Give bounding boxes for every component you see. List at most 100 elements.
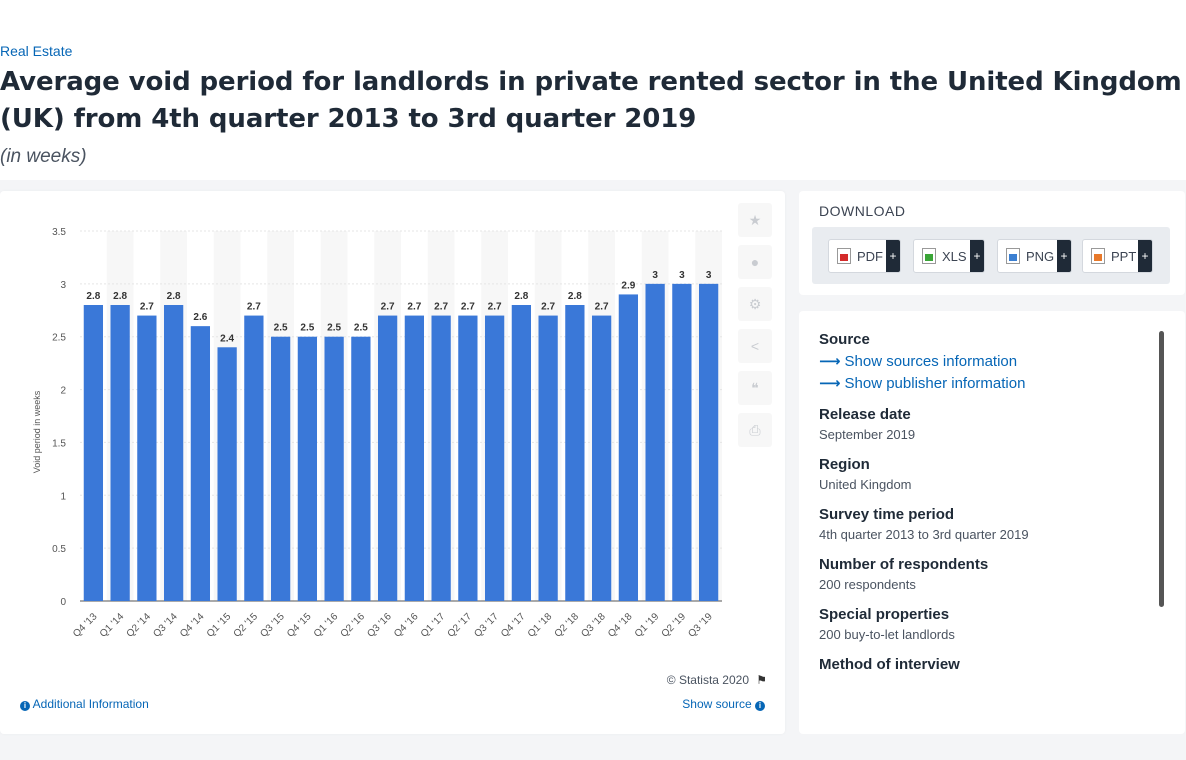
bar-value-label: 2.8 [167,291,181,302]
x-tick-label: Q2 '14 [125,611,154,640]
respondents-label: Number of respondents [819,556,989,573]
page-subtitle: (in weeks) [0,146,87,167]
show-publisher-link[interactable]: ⟶ Show publisher information [819,374,1149,392]
bar [297,336,318,601]
respondents-value: 200 respondents [819,577,916,592]
pdf-file-icon [837,248,851,264]
print-icon[interactable]: ⎙ [738,413,772,447]
ppt-file-icon [1091,248,1105,264]
bell-icon[interactable]: ● [738,245,772,279]
bar-value-label: 2.5 [274,323,288,334]
region-label: Region [819,456,870,473]
flag-icon[interactable]: ⚑ [756,673,767,687]
x-tick-label: Q2 '17 [446,611,475,640]
bar [484,315,505,601]
download-png-button[interactable]: PNG + [997,239,1072,273]
method-label: Method of interview [819,656,960,673]
info-scroll-area[interactable]: Source ⟶ Show sources information ⟶ Show p… [819,323,1149,673]
plus-icon: + [970,240,984,272]
x-tick-label: Q1 '16 [312,611,341,640]
x-tick-label: Q2 '15 [232,611,261,640]
plus-icon: + [1138,240,1152,272]
x-tick-label: Q1 '15 [205,611,234,640]
x-tick-label: Q3 '18 [579,611,608,640]
bar-value-label: 2.7 [140,302,154,313]
x-tick-label: Q1 '14 [98,611,127,640]
arrow-right-icon: ⟶ [819,375,841,392]
download-png-label: PNG [1026,248,1055,264]
bar-value-label: 2.7 [595,302,609,313]
x-tick-label: Q4 '14 [178,611,207,640]
bar-value-label: 2.8 [568,291,582,302]
x-tick-label: Q2 '19 [660,611,689,640]
bar [190,326,211,601]
x-tick-label: Q3 '16 [365,611,394,640]
bar [458,315,478,601]
x-tick-label: Q1 '19 [633,611,662,640]
x-tick-label: Q4 '17 [499,611,528,640]
bar-value-label: 2.8 [113,291,127,302]
breadcrumb-real-estate[interactable]: Real Estate [0,43,73,59]
region-value: United Kingdom [819,477,912,492]
plus-icon: + [886,240,900,272]
x-tick-label: Q4 '15 [285,611,314,640]
special-properties-label: Special properties [819,606,950,623]
bar [618,294,639,601]
bar [137,315,157,601]
x-tick-label: Q2 '16 [339,611,368,640]
bar-value-label: 3 [652,270,658,281]
show-source-link[interactable]: Show source i [682,697,765,711]
bar-value-label: 2.7 [541,302,555,313]
bar [404,315,425,601]
bar-value-label: 2.8 [514,291,528,302]
quote-icon[interactable]: ❝ [738,371,772,405]
release-date-value: September 2019 [819,427,916,442]
star-icon[interactable]: ★ [738,203,772,237]
share-icon[interactable]: < [738,329,772,363]
release-date-label: Release date [819,406,911,423]
y-tick-label: 1 [60,491,66,502]
bar [538,315,558,601]
bar [377,315,398,601]
chart-card: 0 0.5 1 1.5 2 2.5 3 3.5 2.8 Q4 '13 2.8 Q1 '14 2.7 Q2 … [0,191,785,734]
x-tick-label: Q4 '18 [606,611,635,640]
show-source-label: Show source [682,697,752,711]
bar [244,315,264,601]
download-ppt-button[interactable]: PPT + [1082,239,1153,273]
bar [110,305,130,601]
y-tick-label: 2.5 [52,333,66,344]
xls-file-icon [922,248,936,264]
bar-value-label: 2.6 [193,312,207,323]
show-sources-label: Show sources information [844,353,1018,370]
download-xls-button[interactable]: XLS + [913,239,985,273]
bar-value-label: 2.5 [300,323,314,334]
y-tick-label: 1.5 [52,438,66,449]
bar-value-label: 3 [679,270,685,281]
info-icon: i [755,701,765,711]
x-tick-label: Q4 '16 [392,611,421,640]
copyright-text: © Statista 2020 [666,673,749,687]
bar-chart: 0 0.5 1 1.5 2 2.5 3 3.5 2.8 Q4 '13 2.8 Q1 '14 2.7 Q2 … [32,227,722,640]
y-tick-label: 3.5 [52,227,66,238]
special-properties-value: 200 buy-to-let landlords [819,627,955,642]
additional-information-link[interactable]: i Additional Information [20,697,149,711]
bar-value-label: 2.7 [434,302,448,313]
x-tick-label: Q1 '18 [526,611,555,640]
download-ppt-label: PPT [1111,248,1137,264]
bar [672,283,692,601]
x-tick-label: Q1 '17 [419,611,448,640]
bar [217,347,237,601]
plus-icon: + [1057,240,1071,272]
bar [270,336,291,601]
statistic-info-card: Source ⟶ Show sources information ⟶ Show p… [799,311,1185,734]
png-file-icon [1006,248,1020,264]
gear-icon[interactable]: ⚙ [738,287,772,321]
show-publisher-label: Show publisher information [844,375,1026,392]
bar-value-label: 2.8 [86,291,100,302]
show-sources-link[interactable]: ⟶ Show sources information [819,352,1149,370]
survey-period-value: 4th quarter 2013 to 3rd quarter 2019 [819,527,1029,542]
download-pdf-button[interactable]: PDF + [828,239,901,273]
info-scrollbar[interactable] [1159,331,1164,607]
bar [565,305,585,601]
download-pdf-label: PDF [857,248,883,264]
